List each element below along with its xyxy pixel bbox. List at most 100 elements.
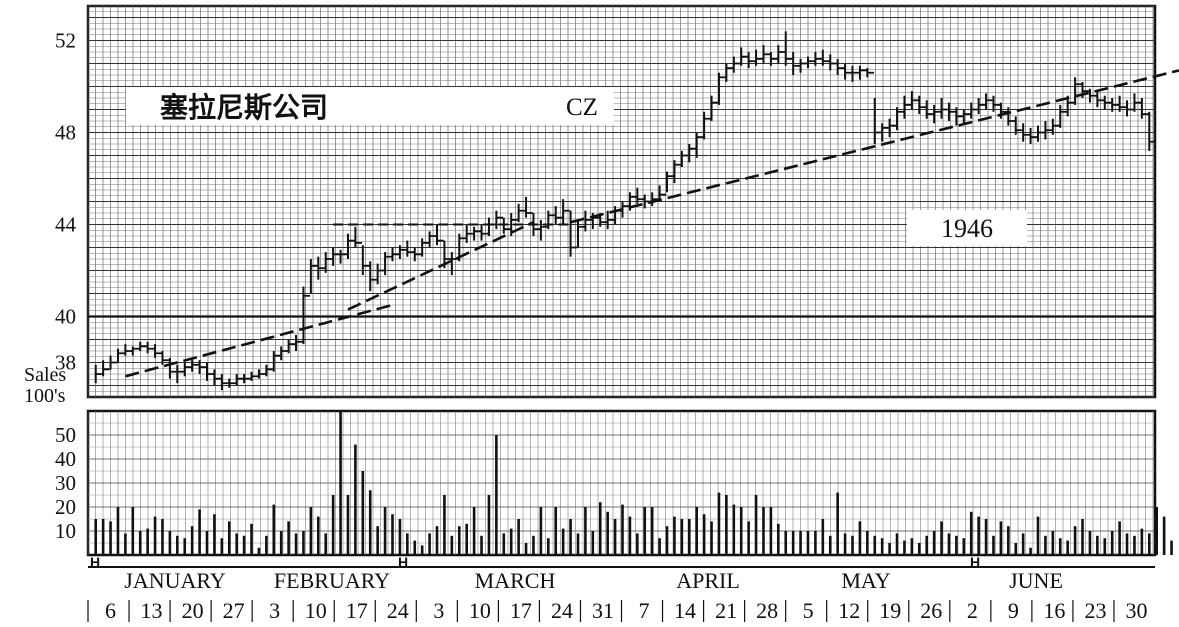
price-bar bbox=[732, 56, 741, 73]
price-bar bbox=[628, 192, 637, 211]
price-bar bbox=[784, 31, 793, 66]
price-bar bbox=[673, 160, 682, 184]
price-bar bbox=[295, 334, 303, 351]
week-date-label: 28 bbox=[756, 598, 778, 623]
price-bar bbox=[636, 187, 645, 204]
price-bar bbox=[146, 341, 155, 354]
price-bar bbox=[413, 247, 422, 262]
price-bar bbox=[272, 351, 281, 372]
price-bar bbox=[109, 355, 118, 370]
price-bar bbox=[933, 104, 941, 124]
price-bar bbox=[465, 224, 474, 243]
price-bar bbox=[844, 63, 852, 80]
price-bar bbox=[703, 111, 711, 140]
price-bar bbox=[955, 107, 964, 126]
price-tick-40: 40 bbox=[55, 305, 76, 329]
price-bar bbox=[124, 344, 133, 356]
price-bar bbox=[220, 374, 229, 391]
price-bar bbox=[398, 245, 407, 259]
price-bar bbox=[576, 219, 585, 248]
price-bar bbox=[858, 65, 867, 80]
price-bar bbox=[695, 132, 704, 158]
price-bar bbox=[1007, 107, 1015, 126]
month-label: JANUARY bbox=[124, 568, 226, 593]
price-bar bbox=[829, 54, 837, 71]
week-date-label: 5 bbox=[803, 598, 814, 623]
price-bar bbox=[309, 259, 318, 294]
price-bar bbox=[643, 194, 652, 209]
price-bar bbox=[792, 52, 800, 75]
price-bar bbox=[962, 109, 971, 124]
week-date-label: 31 bbox=[592, 598, 614, 623]
price-bar bbox=[324, 252, 333, 273]
price-bar bbox=[947, 102, 956, 121]
price-bar bbox=[421, 238, 429, 257]
price-bar bbox=[881, 123, 889, 142]
price-bar bbox=[740, 47, 748, 66]
price-bar bbox=[473, 226, 481, 241]
year-label: 1946 bbox=[941, 214, 993, 243]
price-bar bbox=[161, 351, 170, 365]
week-date-label: 3 bbox=[269, 598, 280, 623]
price-bar bbox=[977, 98, 986, 115]
price-bar bbox=[1118, 95, 1127, 112]
price-bar bbox=[243, 374, 251, 384]
volume-axis-label-line1: Sales bbox=[24, 364, 66, 386]
price-bar bbox=[599, 213, 607, 227]
price-bar bbox=[1088, 88, 1097, 103]
price-bar bbox=[666, 171, 674, 193]
price-bar bbox=[762, 45, 771, 64]
month-label: FEBRUARY bbox=[274, 568, 390, 593]
price-bar bbox=[102, 360, 110, 377]
week-date-label: 7 bbox=[639, 598, 650, 623]
price-bar bbox=[985, 93, 993, 110]
week-date-label: 6 bbox=[105, 598, 116, 623]
month-label: MARCH bbox=[475, 568, 556, 593]
price-bar bbox=[554, 206, 563, 225]
price-bar bbox=[361, 245, 370, 276]
week-date-label: 19 bbox=[879, 598, 901, 623]
week-date-label: 13 bbox=[141, 598, 163, 623]
price-bar bbox=[806, 56, 815, 69]
price-bar bbox=[539, 219, 548, 241]
price-bar bbox=[925, 100, 934, 119]
price-tick-44: 44 bbox=[55, 213, 77, 237]
price-bar bbox=[532, 213, 541, 236]
price-tick-48: 48 bbox=[55, 121, 76, 145]
price-bar bbox=[510, 213, 518, 236]
week-date-label: 3 bbox=[433, 598, 444, 623]
price-bar bbox=[176, 364, 185, 384]
holiday-marker: H bbox=[970, 554, 980, 570]
price-bar bbox=[866, 68, 875, 78]
week-date-label: 26 bbox=[920, 598, 942, 623]
price-bar bbox=[116, 348, 125, 363]
week-date-label: 12 bbox=[838, 598, 860, 623]
price-bar bbox=[658, 185, 667, 202]
price-bar bbox=[821, 49, 830, 66]
price-bar bbox=[480, 224, 489, 241]
price-bar bbox=[317, 256, 325, 280]
price-bars bbox=[94, 31, 1156, 391]
week-date-label: 17 bbox=[346, 598, 368, 623]
price-bar bbox=[517, 203, 526, 223]
price-bar bbox=[614, 206, 622, 225]
price-bar bbox=[183, 362, 192, 377]
month-label: JUNE bbox=[1009, 568, 1063, 593]
price-bar bbox=[1051, 118, 1060, 135]
price-bar bbox=[250, 371, 259, 381]
trend-line-2 bbox=[347, 221, 535, 311]
holiday-marker: H bbox=[90, 554, 100, 570]
price-panel bbox=[86, 4, 1179, 399]
price-bar bbox=[428, 231, 437, 248]
price-bar bbox=[873, 98, 882, 144]
price-bar bbox=[131, 346, 140, 356]
month-label: APRIL bbox=[676, 568, 740, 593]
week-date-label: 10 bbox=[305, 598, 327, 623]
price-bar bbox=[1036, 125, 1045, 142]
price-bar bbox=[777, 45, 785, 64]
price-bar bbox=[1111, 98, 1119, 112]
price-bar bbox=[992, 95, 1001, 112]
price-bar bbox=[354, 226, 363, 248]
